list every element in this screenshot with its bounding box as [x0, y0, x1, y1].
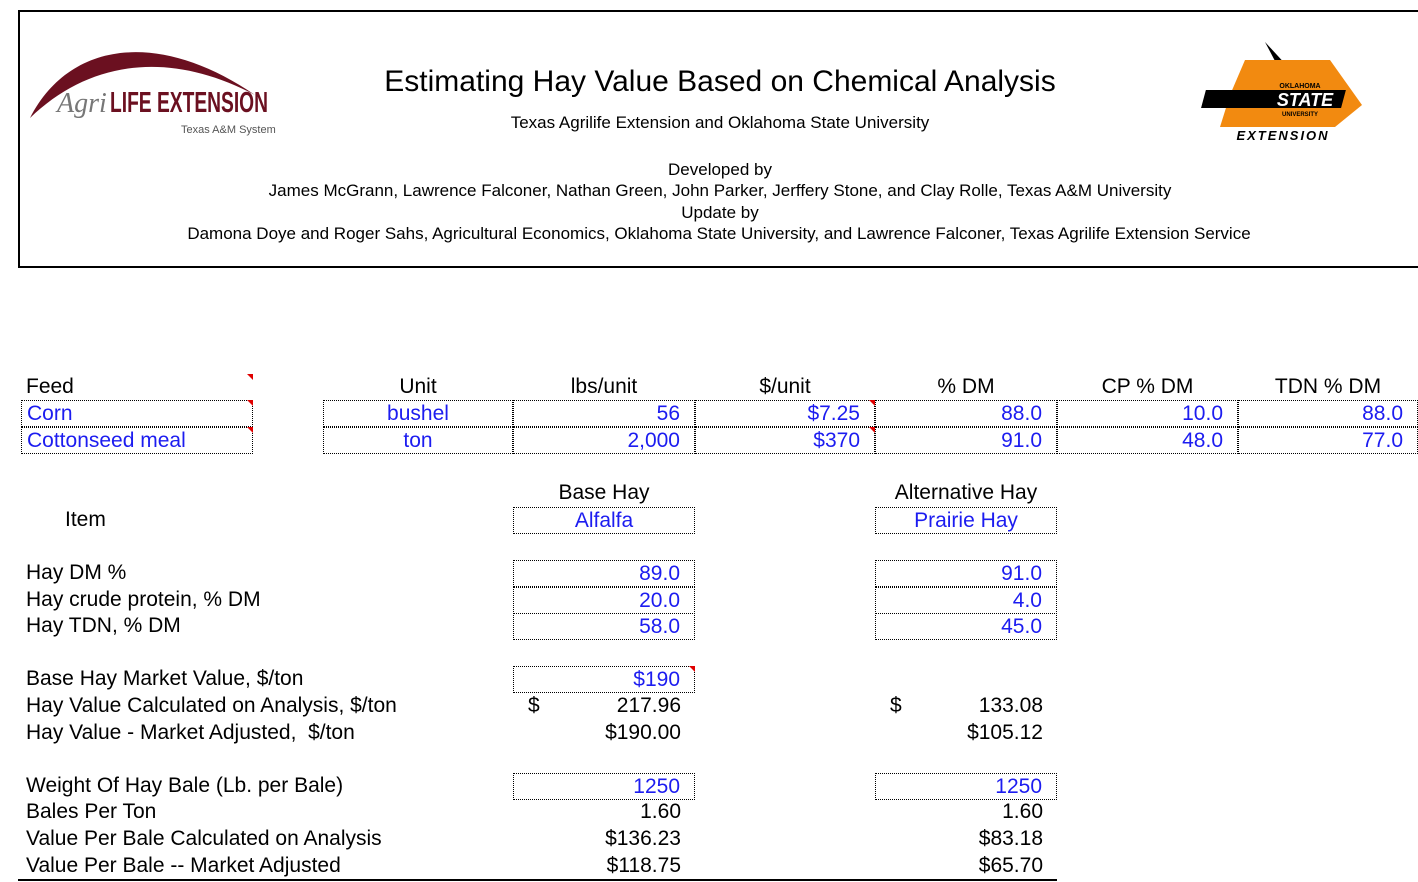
hay-name: Alfalfa — [513, 507, 695, 534]
value-cell: $105.12 — [967, 721, 1043, 744]
column-header: $/unit — [759, 375, 811, 398]
currency-sign: $ — [528, 694, 540, 717]
hay-name: Prairie Hay — [875, 507, 1057, 534]
feed-cell: 10.0 — [1057, 400, 1238, 427]
column-header: CP % DM — [1101, 375, 1194, 398]
value-cell: $190.00 — [605, 721, 681, 744]
input-cell: 58.0 — [513, 613, 695, 640]
feed-cell: 88.0 — [1238, 400, 1418, 427]
value-cell: $65.70 — [978, 854, 1043, 877]
input-cell: $190 — [513, 666, 695, 693]
feed-cell: 91.0 — [875, 427, 1057, 454]
value-cell: 1.60 — [640, 800, 681, 823]
comment-marker — [689, 666, 695, 672]
feed-cell: 48.0 — [1057, 427, 1238, 454]
row-label: Value Per Bale -- Market Adjusted — [26, 854, 341, 877]
column-header: TDN % DM — [1274, 375, 1382, 398]
row-label: Hay crude protein, % DM — [26, 588, 261, 611]
value-cell: 133.08 — [978, 694, 1043, 717]
osu-bottom: EXTENSION — [1236, 128, 1329, 143]
input-cell: 1250 — [513, 773, 695, 800]
row-label: Value Per Bale Calculated on Analysis — [26, 827, 382, 850]
hay-item-label: Item — [65, 508, 106, 531]
comment-marker — [869, 400, 875, 406]
comment-marker — [247, 374, 253, 380]
osu-band — [1201, 90, 1346, 108]
feed-cell: bushel — [323, 400, 513, 427]
feed-cell: $370 — [695, 427, 875, 454]
currency-sign: $ — [890, 694, 902, 717]
column-header: % DM — [937, 375, 995, 398]
feed-cell: 77.0 — [1238, 427, 1418, 454]
value-cell: $83.18 — [978, 827, 1043, 850]
input-cell: 4.0 — [875, 587, 1057, 614]
input-cell: 1250 — [875, 773, 1057, 800]
feed-cell: ton — [323, 427, 513, 454]
row-label: Hay Value - Market Adjusted, $/ton — [26, 721, 355, 744]
osu-main: STATE — [1277, 90, 1334, 110]
value-cell: $118.75 — [606, 854, 681, 877]
row-label: Hay TDN, % DM — [26, 614, 181, 637]
input-cell: 20.0 — [513, 587, 695, 614]
column-header: Unit — [399, 375, 437, 398]
row-label: Hay DM % — [26, 561, 127, 584]
osu-sub: UNIVERSITY — [1282, 112, 1318, 118]
comment-marker — [247, 427, 253, 433]
input-cell: 45.0 — [875, 613, 1057, 640]
input-cell: 89.0 — [513, 560, 695, 587]
feed-cell: 56 — [513, 400, 695, 427]
logo-system: Texas A&M System — [181, 124, 276, 136]
row-label: Base Hay Market Value, $/ton — [26, 667, 304, 690]
feed-name: Corn — [21, 400, 253, 427]
value-cell: $136.23 — [605, 827, 681, 850]
updaters: Damona Doye and Roger Sahs, Agricultural… — [187, 223, 1251, 243]
agrilife-arc — [30, 52, 255, 118]
comment-marker — [247, 400, 253, 406]
hay-column-header: Alternative Hay — [894, 481, 1038, 504]
row-label: Hay Value Calculated on Analysis, $/ton — [26, 694, 397, 717]
title: Estimating Hay Value Based on Chemical A… — [384, 65, 1056, 98]
developed-label: Developed by — [668, 159, 772, 179]
comment-marker — [869, 427, 875, 433]
update-label: Update by — [681, 202, 759, 222]
value-cell: 1.60 — [1002, 800, 1043, 823]
hay-column-header: Base Hay — [558, 481, 650, 504]
value-cell: 217.96 — [616, 694, 681, 717]
row-label: Bales Per Ton — [26, 800, 157, 823]
subtitle: Texas Agrilife Extension and Oklahoma St… — [510, 112, 930, 132]
feed-cell: 88.0 — [875, 400, 1057, 427]
logo-brand: LIFE EXTENSION — [110, 87, 268, 119]
input-cell: 91.0 — [875, 560, 1057, 587]
developers: James McGrann, Lawrence Falconer, Nathan… — [268, 180, 1172, 200]
column-header: lbs/unit — [570, 375, 638, 398]
logo-agri: Agri — [55, 88, 107, 119]
feed-cell: $7.25 — [695, 400, 875, 427]
feed-cell: 2,000 — [513, 427, 695, 454]
row-label: Weight Of Hay Bale (Lb. per Bale) — [26, 774, 344, 797]
osu-top: OKLAHOMA — [1279, 83, 1320, 90]
header-box — [18, 10, 1418, 268]
column-header: Feed — [26, 375, 74, 398]
feed-name: Cottonseed meal — [21, 427, 253, 454]
